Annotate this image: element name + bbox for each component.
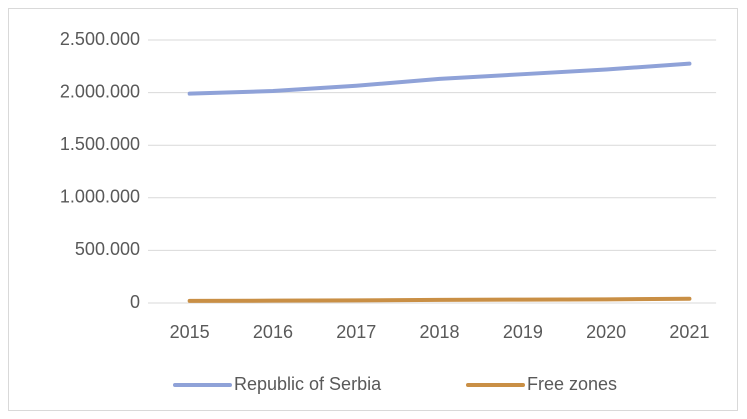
x-tick-label: 2018 <box>420 322 460 342</box>
y-tick-label: 0 <box>130 292 140 312</box>
x-tick-label: 2021 <box>669 322 709 342</box>
y-tick-label: 2.500.000 <box>60 29 140 49</box>
x-tick-label: 2016 <box>253 322 293 342</box>
y-tick-label: 500.000 <box>75 239 140 259</box>
series-line <box>187 61 692 96</box>
legend-label: Republic of Serbia <box>234 374 382 394</box>
x-tick-label: 2019 <box>503 322 543 342</box>
y-tick-label: 1.000.000 <box>60 187 140 207</box>
chart-frame <box>8 8 738 411</box>
y-tick-label: 2.000.000 <box>60 81 140 101</box>
x-tick-label: 2017 <box>336 322 376 342</box>
x-tick-label: 2015 <box>170 322 210 342</box>
series-line <box>187 296 692 303</box>
x-tick-label: 2020 <box>586 322 626 342</box>
legend-label: Free zones <box>527 374 617 394</box>
y-tick-label: 1.500.000 <box>60 134 140 154</box>
